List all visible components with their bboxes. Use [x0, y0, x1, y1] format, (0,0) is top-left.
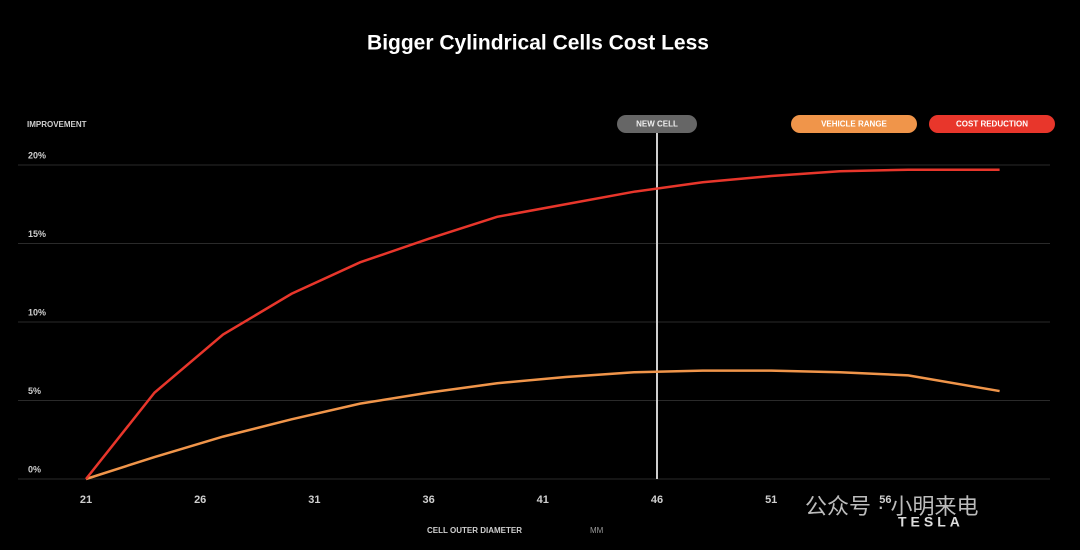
marker-pill — [617, 115, 697, 133]
marker-label: NEW CELL — [636, 120, 678, 129]
y-tick-label: 15% — [28, 229, 46, 239]
logo: TESLA — [898, 514, 964, 530]
watermark: 公众号 · 小明来电 — [805, 494, 979, 519]
x-tick-label: 26 — [194, 494, 206, 506]
x-tick-label: 56 — [879, 494, 891, 506]
y-tick-label: 20% — [28, 150, 46, 160]
y-tick-label: 10% — [28, 307, 46, 317]
x-tick-label: 51 — [765, 494, 777, 506]
legend-label: COST REDUCTION — [956, 120, 1028, 129]
x-tick-label: 31 — [308, 494, 320, 506]
x-axis-label: CELL OUTER DIAMETER — [427, 526, 522, 535]
x-tick-label: 41 — [537, 494, 549, 506]
x-tick-label: 36 — [422, 494, 434, 506]
x-axis-unit: MM — [590, 526, 604, 535]
legend-label: VEHICLE RANGE — [821, 120, 887, 129]
legend-pill — [929, 115, 1055, 133]
legend-pill — [791, 115, 917, 133]
y-tick-label: 0% — [28, 464, 41, 474]
series-line — [85, 369, 1000, 481]
y-tick-label: 5% — [28, 386, 41, 396]
chart-title: Bigger Cylindrical Cells Cost Less — [367, 32, 709, 55]
x-tick-label: 21 — [80, 494, 92, 506]
x-tick-label: 46 — [651, 494, 663, 506]
series-line — [85, 168, 1000, 480]
y-axis-label: IMPROVEMENT — [27, 120, 87, 129]
